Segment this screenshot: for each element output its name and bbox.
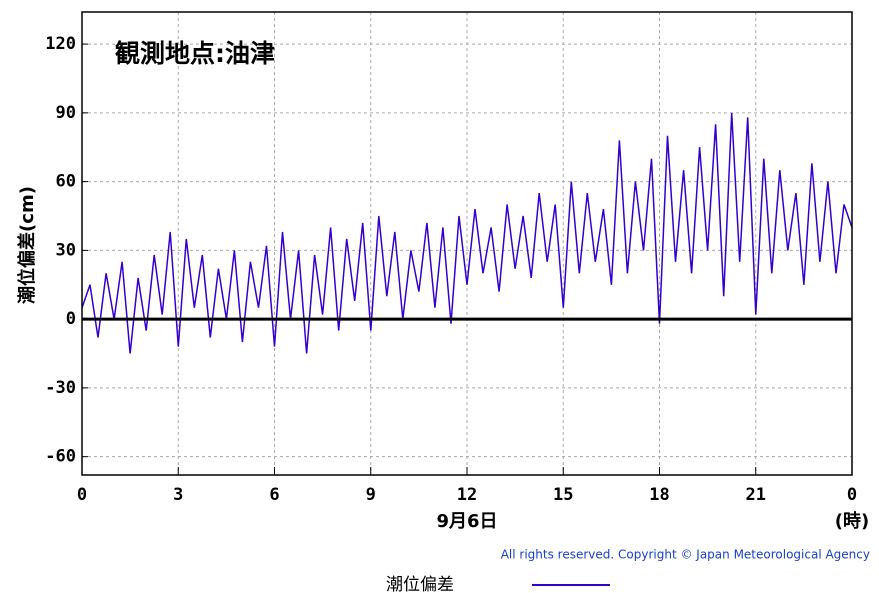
y-tick-label: -30 (45, 378, 76, 398)
y-tick-label: -60 (45, 447, 76, 467)
x-tick-label: 9 (366, 485, 376, 505)
data-line (81, 112, 853, 354)
y-tick-label: 120 (45, 34, 76, 54)
x-tick-label: 12 (457, 485, 477, 505)
x-tick-label: 15 (553, 485, 573, 505)
legend-label: 潮位偏差 (386, 575, 454, 593)
y-tick-label: 30 (56, 240, 76, 260)
x-tick-label: 18 (649, 485, 669, 505)
y-tick-label: 0 (66, 309, 76, 329)
y-tick-label: 60 (56, 172, 76, 192)
y-axis-label: 潮位偏差(cm) (16, 186, 38, 304)
chart-title: 観測地点:油津 (115, 39, 275, 68)
plot-frame (81, 11, 853, 476)
x-tick-label: 6 (269, 485, 279, 505)
y-tick-label: 90 (56, 103, 76, 123)
x-tick-label: 21 (746, 485, 766, 505)
copyright: All rights reserved. Copyright © Japan M… (501, 548, 870, 562)
unit-label: (時) (835, 511, 869, 532)
x-tick-label: 0 (77, 485, 87, 505)
x-tick-label: 0 (847, 485, 857, 505)
x-tick-label: 3 (173, 485, 183, 505)
date-label: 9月6日 (436, 511, 497, 532)
